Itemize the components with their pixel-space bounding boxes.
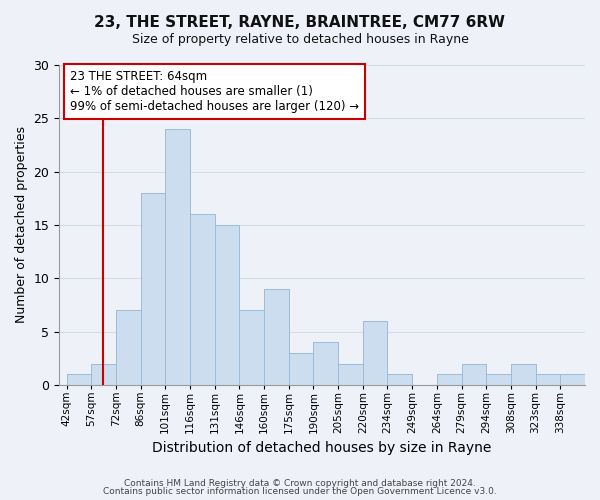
Bar <box>536 374 560 385</box>
Bar <box>486 374 511 385</box>
Bar <box>338 364 363 385</box>
Text: Size of property relative to detached houses in Rayne: Size of property relative to detached ho… <box>131 32 469 46</box>
Text: 23 THE STREET: 64sqm
← 1% of detached houses are smaller (1)
99% of semi-detache: 23 THE STREET: 64sqm ← 1% of detached ho… <box>70 70 359 113</box>
Bar <box>166 129 190 385</box>
Bar <box>388 374 412 385</box>
Bar <box>190 214 215 385</box>
Text: 23, THE STREET, RAYNE, BRAINTREE, CM77 6RW: 23, THE STREET, RAYNE, BRAINTREE, CM77 6… <box>95 15 505 30</box>
Bar <box>140 193 166 385</box>
Text: Contains HM Land Registry data © Crown copyright and database right 2024.: Contains HM Land Registry data © Crown c… <box>124 478 476 488</box>
Bar <box>215 225 239 385</box>
X-axis label: Distribution of detached houses by size in Rayne: Distribution of detached houses by size … <box>152 441 492 455</box>
Bar <box>437 374 461 385</box>
Bar <box>264 289 289 385</box>
Bar <box>560 374 585 385</box>
Y-axis label: Number of detached properties: Number of detached properties <box>15 126 28 324</box>
Bar <box>239 310 264 385</box>
Text: Contains public sector information licensed under the Open Government Licence v3: Contains public sector information licen… <box>103 488 497 496</box>
Bar <box>289 353 313 385</box>
Bar <box>511 364 536 385</box>
Bar <box>363 321 388 385</box>
Bar <box>91 364 116 385</box>
Bar <box>67 374 91 385</box>
Bar <box>313 342 338 385</box>
Bar <box>116 310 140 385</box>
Bar <box>461 364 486 385</box>
